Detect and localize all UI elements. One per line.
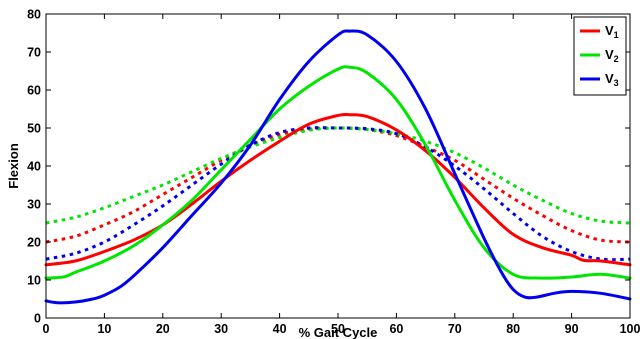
series-line-v1 — [44, 112, 632, 267]
tick-labels: 0 10 20 30 40 50 60 70 80 90 100 0 10 20 30 40 50 60 70 80 — [27, 8, 640, 337]
y-tick-label: 30 — [27, 198, 41, 212]
x-tick-label: 20 — [156, 322, 170, 336]
x-axis-label: % Gait Cycle — [299, 325, 378, 339]
series-line-v3-dotted — [45, 126, 631, 262]
y-axis-label: Flexion — [6, 143, 21, 189]
x-tick-label: 90 — [565, 322, 579, 336]
y-tick-label: 70 — [27, 46, 41, 60]
legend-label-subscript: 1 — [614, 30, 619, 40]
x-tick-label: 10 — [97, 322, 111, 336]
y-tick-label: 20 — [27, 236, 41, 250]
series-line-v2 — [44, 65, 632, 280]
series-line-v2-dotted — [45, 126, 631, 225]
x-tick-label: 50 — [331, 322, 345, 336]
y-tick-label: 50 — [27, 122, 41, 136]
x-tick-label: 80 — [506, 322, 520, 336]
plot-lines — [44, 29, 632, 305]
x-tick-label: 30 — [214, 322, 228, 336]
y-tick-label: 0 — [34, 312, 41, 326]
series-line-v3 — [44, 29, 632, 305]
x-tick-label: 40 — [273, 322, 287, 336]
x-tick-label: 70 — [448, 322, 462, 336]
y-tick-label: 80 — [27, 8, 41, 22]
y-tick-label: 40 — [27, 160, 41, 174]
x-tick-label: 60 — [389, 322, 403, 336]
legend-label-subscript: 2 — [614, 54, 619, 64]
series-line-v1-dotted — [45, 126, 631, 244]
y-tick-label: 60 — [27, 84, 41, 98]
x-tick-label: 0 — [43, 322, 50, 336]
legend-label-subscript: 3 — [614, 78, 619, 88]
axis-ticks — [45, 13, 631, 319]
y-tick-label: 10 — [27, 274, 41, 288]
plot-frame — [45, 13, 631, 319]
x-tick-label: 100 — [620, 322, 641, 336]
